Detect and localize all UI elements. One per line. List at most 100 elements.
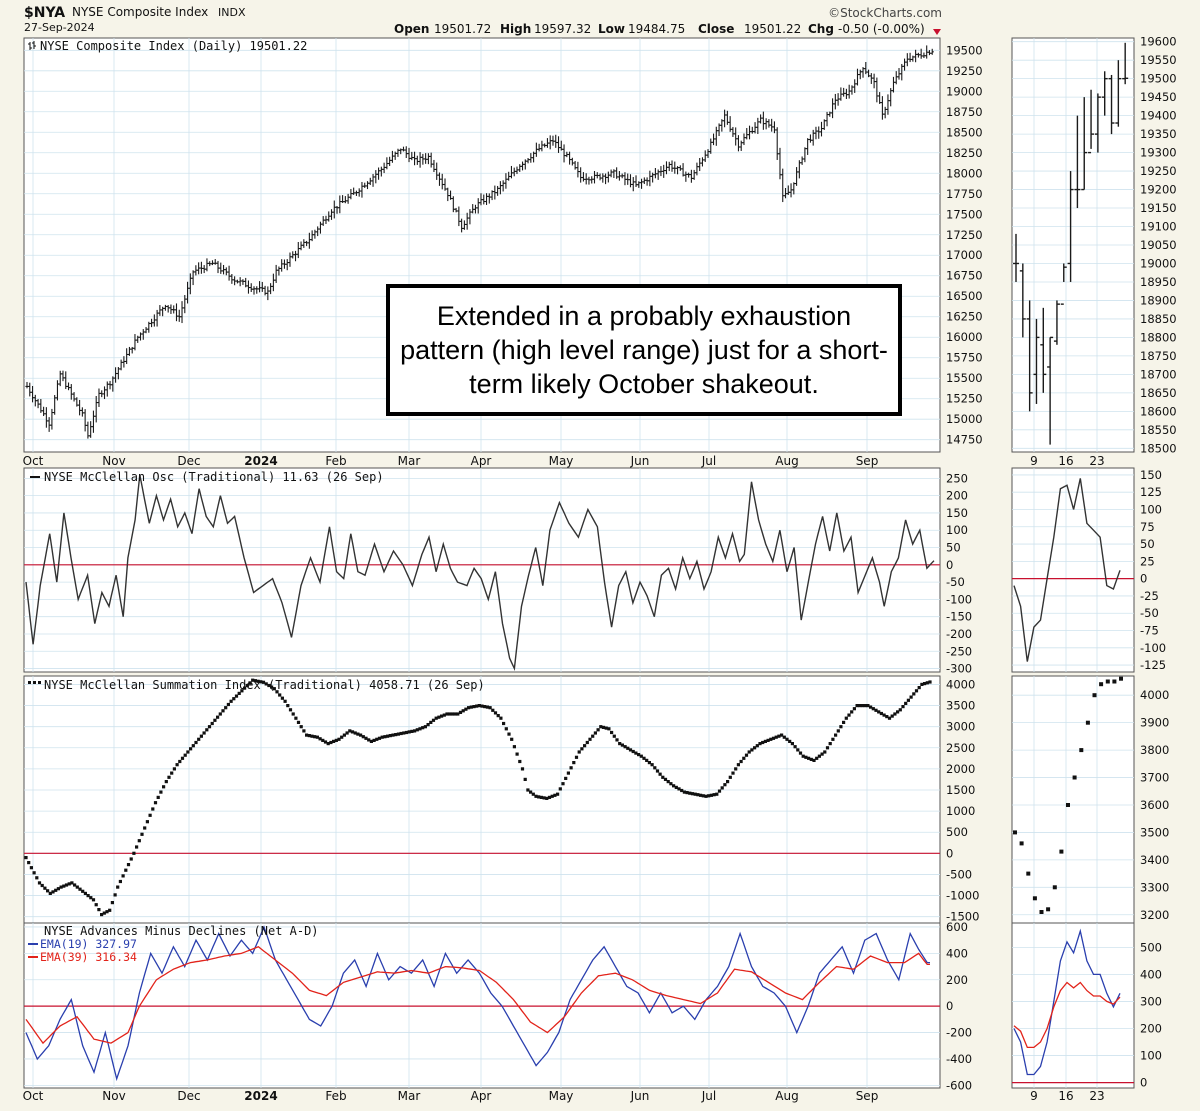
summation-point xyxy=(270,685,274,689)
open-value: 19501.72 xyxy=(434,22,491,36)
summation-point xyxy=(199,734,203,738)
summation-point xyxy=(431,718,436,722)
summation-point xyxy=(531,792,535,796)
summation-point xyxy=(588,737,592,741)
summation-point xyxy=(272,687,276,691)
summation-point xyxy=(340,735,344,739)
ema19-detail-line xyxy=(1013,928,1121,1076)
ad-detail-y-axis: 500 400 300 200 100 0 xyxy=(1140,940,1162,1089)
summation-point xyxy=(32,871,36,875)
summation-point xyxy=(464,707,468,711)
summation-point xyxy=(885,715,889,719)
summation-point xyxy=(94,903,98,907)
summation-point xyxy=(194,740,198,745)
summation-point xyxy=(637,753,641,757)
ad-grid xyxy=(24,923,940,1088)
summation-point xyxy=(97,908,101,912)
summation-point xyxy=(626,746,630,750)
x-tick-label: Oct xyxy=(23,454,44,468)
summation-point xyxy=(1039,910,1044,914)
y-tick-label: 50 xyxy=(1140,537,1155,551)
summation-point xyxy=(302,729,306,733)
summation-point xyxy=(728,775,732,779)
summation-point xyxy=(162,785,166,789)
summation-point xyxy=(43,886,47,890)
y-tick-label: -50 xyxy=(1140,606,1159,620)
summation-point xyxy=(299,725,303,729)
price-legend-label: NYSE Composite Index (Daily) 19501.22 xyxy=(40,39,307,53)
summation-point xyxy=(545,796,549,800)
summation-point xyxy=(337,737,341,741)
y-tick-label: 16000 xyxy=(946,330,983,344)
summation-point xyxy=(178,759,182,764)
y-tick-label: 15500 xyxy=(946,371,983,385)
ema39-detail-line xyxy=(1013,981,1121,1049)
y-tick-label: 200 xyxy=(946,973,968,987)
summation-point xyxy=(113,893,117,897)
summation-point xyxy=(48,891,52,895)
y-tick-label: 16750 xyxy=(946,269,983,283)
summation-point xyxy=(108,908,112,912)
y-tick-label: 0 xyxy=(1140,572,1147,586)
summation-point xyxy=(693,792,697,796)
summation-point xyxy=(774,735,778,739)
x-tick-label: Dec xyxy=(177,1089,200,1103)
summation-point xyxy=(415,728,419,732)
y-tick-label: 17500 xyxy=(946,207,983,221)
summation-point xyxy=(394,733,398,737)
summation-y-axis: 4000 3500 3000 2500 2000 1500 1000 500 0 -500 -100… xyxy=(946,677,979,923)
summation-point xyxy=(110,901,114,905)
y-tick-label: 19100 xyxy=(1140,220,1177,234)
ema39-line xyxy=(25,946,930,1045)
summation-point xyxy=(504,727,508,731)
ad-y-axis: 600 400 200 0 -200 -400 -600 xyxy=(946,920,972,1092)
summation-point xyxy=(601,725,606,729)
summation-point xyxy=(720,786,724,790)
summation-point xyxy=(672,784,676,788)
summation-point xyxy=(580,747,584,751)
summation-point xyxy=(205,728,209,732)
y-tick-label: -100 xyxy=(946,592,972,606)
summation-point xyxy=(758,742,762,746)
summation-point xyxy=(709,793,713,797)
x-tick-label: Nov xyxy=(102,1089,125,1103)
summation-legend-label: NYSE McClellan Summation Index (Traditio… xyxy=(44,678,485,692)
summation-point xyxy=(761,740,765,745)
x-tick-label: Oct xyxy=(23,1089,44,1103)
summation-point xyxy=(410,729,414,733)
summation-points xyxy=(24,678,932,917)
summation-point xyxy=(286,704,290,708)
y-tick-label: 18950 xyxy=(1140,275,1177,289)
summation-point xyxy=(572,761,576,765)
price-main-bars xyxy=(25,45,934,439)
y-tick-label: 17250 xyxy=(946,228,983,242)
summation-point xyxy=(54,888,58,892)
summation-point xyxy=(583,744,587,748)
summation-point xyxy=(669,782,673,786)
summation-point xyxy=(151,807,155,811)
summation-point xyxy=(421,726,425,730)
summation-point xyxy=(785,737,789,741)
y-tick-label: 0 xyxy=(1140,1076,1147,1090)
y-tick-label: 200 xyxy=(1140,1021,1162,1035)
x-tick-label: Jun xyxy=(630,1089,650,1103)
y-tick-label: 17750 xyxy=(946,187,983,201)
summation-point xyxy=(396,732,400,736)
summation-point xyxy=(359,733,363,737)
y-tick-label: 1500 xyxy=(946,783,975,797)
x-tick-label: Nov xyxy=(102,454,125,468)
osc-grid xyxy=(24,468,940,672)
summation-point xyxy=(507,732,511,736)
summation-point xyxy=(267,683,271,688)
summation-point xyxy=(221,709,225,713)
summation-point xyxy=(170,771,174,775)
summation-point xyxy=(550,794,554,798)
y-tick-label: 15750 xyxy=(946,351,983,365)
chg-label: Chg xyxy=(808,22,834,36)
summation-point xyxy=(834,733,838,737)
summation-point xyxy=(690,792,695,796)
summation-point xyxy=(450,712,454,716)
summation-point xyxy=(132,851,136,855)
summation-point xyxy=(175,763,179,767)
summation-point xyxy=(24,856,28,860)
